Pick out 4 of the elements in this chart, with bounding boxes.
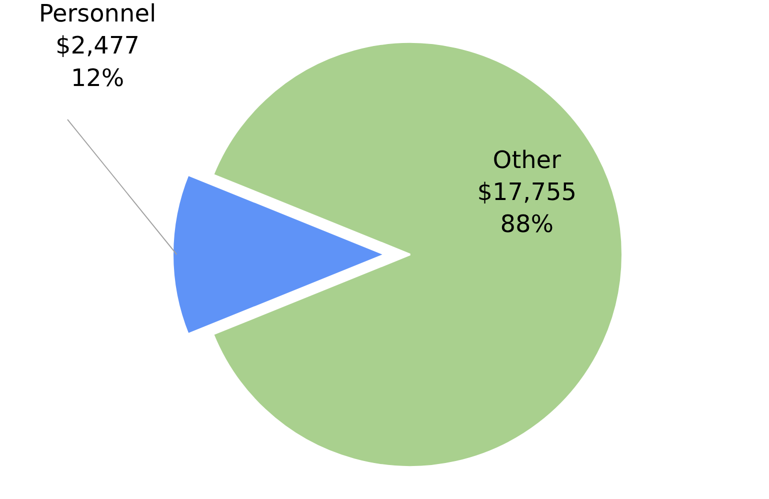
slice-label: Personnel (38, 0, 156, 28)
data-label: $2,477 12% (56, 32, 140, 92)
data-label: $17,755 88% (477, 178, 576, 238)
slice-label: Other (492, 146, 562, 174)
